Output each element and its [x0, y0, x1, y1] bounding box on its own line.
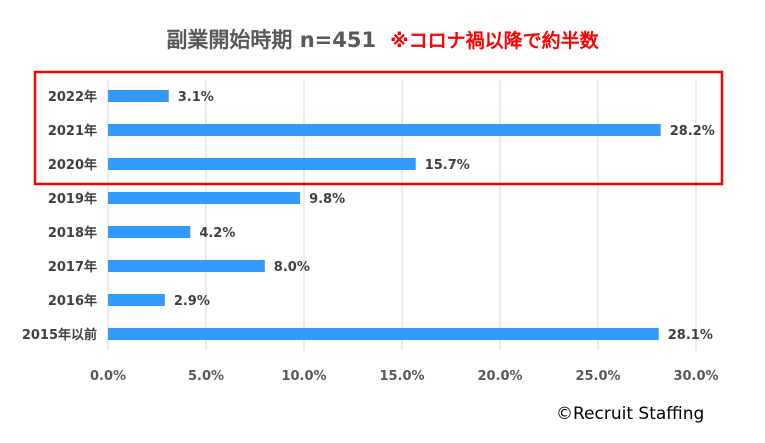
category-labels: 2022年 2021年 2020年 2019年 2018年 2017年 2016年 2015年… [22, 89, 97, 343]
gridlines [107, 80, 697, 350]
x-tick-label: 0.0% [90, 369, 126, 384]
category-label: 2021年 [48, 123, 97, 139]
bars [108, 90, 661, 340]
category-label: 2020年 [48, 157, 97, 173]
x-tick-label: 10.0% [281, 369, 326, 384]
data-label: 28.2% [670, 124, 715, 139]
category-label: 2015年以前 [22, 327, 97, 343]
bar [108, 226, 191, 238]
data-label: 4.2% [199, 226, 235, 241]
title-row: 副業開始時期 n=451 ※コロナ禍以降で約半数 [0, 24, 765, 54]
bar [108, 294, 165, 306]
x-tick-label: 5.0% [188, 369, 224, 384]
bar [108, 90, 169, 102]
bar [108, 260, 265, 272]
bar [108, 124, 661, 136]
bar [108, 192, 301, 204]
credit: ©Recruit Staffing [556, 404, 705, 424]
category-label: 2019年 [48, 191, 97, 207]
bar [108, 158, 416, 170]
x-tick-label: 30.0% [673, 369, 718, 384]
x-tick-label: 15.0% [379, 369, 424, 384]
data-label: 28.1% [668, 328, 713, 343]
chart-title: 副業開始時期 n=451 [166, 28, 377, 52]
data-label: 2.9% [174, 294, 210, 309]
data-label: 15.7% [425, 158, 470, 173]
data-label: 9.8% [309, 192, 345, 207]
category-label: 2016年 [48, 293, 97, 309]
data-label: 8.0% [274, 260, 310, 275]
x-tick-labels: 0.0% 5.0% 10.0% 15.0% 20.0% 25.0% 30.0% [90, 369, 719, 384]
category-label: 2018年 [48, 225, 97, 241]
category-label: 2017年 [48, 259, 97, 275]
bar [108, 328, 659, 340]
category-label: 2022年 [48, 89, 97, 105]
data-labels: 3.1% 28.2% 15.7% 9.8% 4.2% 8.0% 2.9% 28.1% [174, 90, 715, 343]
annotation-note: ※コロナ禍以降で約半数 [390, 30, 599, 52]
x-tick-label: 20.0% [477, 369, 522, 384]
highlight-box [33, 70, 724, 186]
x-tick-label: 25.0% [575, 369, 620, 384]
data-label: 3.1% [178, 90, 214, 105]
